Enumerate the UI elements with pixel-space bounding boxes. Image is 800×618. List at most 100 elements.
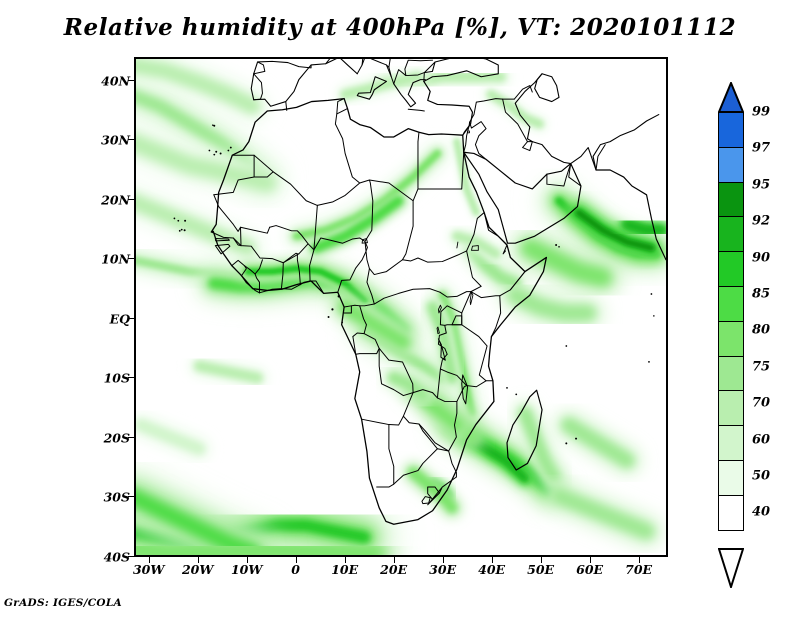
map-outline	[364, 240, 403, 276]
map-outline	[401, 200, 414, 261]
map-outline	[352, 305, 367, 338]
colorbar-band	[718, 181, 744, 218]
map-outline	[250, 59, 358, 107]
island-marker	[575, 437, 578, 440]
island-marker	[227, 149, 230, 152]
map-outline	[401, 250, 468, 263]
colorbar-tick-label: 95	[752, 177, 771, 193]
longitude-label: 60E	[576, 562, 604, 577]
colorbar-tick-label: 90	[752, 250, 771, 266]
map-outline	[343, 303, 375, 308]
map-outline	[466, 250, 482, 293]
map-outline	[352, 336, 357, 355]
longitude-tick	[442, 557, 444, 563]
map-outline	[417, 151, 465, 190]
longitude-label: 50E	[527, 562, 555, 577]
humidity-contour-band	[438, 291, 475, 417]
map-outline	[570, 147, 597, 171]
colorbar-over-arrow	[718, 82, 744, 113]
colorbar-under-arrow	[718, 547, 744, 588]
map-outline	[210, 97, 548, 525]
map-outline	[546, 163, 572, 187]
colorbar-bands	[718, 112, 744, 532]
humidity-contour-band	[340, 71, 423, 100]
colorbar-band	[718, 390, 744, 427]
humidity-contour-band	[293, 149, 441, 240]
island-marker	[180, 228, 183, 231]
map-outline	[213, 176, 255, 196]
map-outline	[437, 332, 448, 355]
latitude-tick	[128, 139, 134, 141]
humidity-contour-band	[244, 265, 368, 305]
map-outline	[316, 179, 370, 206]
colorbar-band	[718, 285, 744, 323]
map-outline	[439, 305, 463, 334]
page-title: Relative humidity at 400hPa [%], VT: 202…	[63, 14, 737, 41]
island-marker	[184, 219, 187, 222]
map-outline	[241, 275, 260, 294]
latitude-tick	[128, 258, 134, 260]
map-outline	[393, 79, 426, 108]
map-outline	[467, 130, 470, 134]
map-outline	[355, 333, 380, 355]
longitude-label: 0	[291, 562, 300, 577]
island-marker	[183, 229, 186, 232]
map-outline	[506, 389, 543, 471]
colorbar-band	[718, 320, 744, 358]
longitude-axis: 30W 20W 10W 0 10E 20E 30E 40E 50E 60E 70E	[133, 562, 668, 582]
longitude-label: 30E	[429, 562, 457, 577]
humidity-contour-band	[453, 138, 480, 217]
humidity-contour-band	[451, 231, 501, 259]
latitude-label: 20N	[101, 192, 130, 208]
colorbar-band	[718, 251, 744, 288]
map-outline	[393, 448, 438, 485]
island-marker	[565, 442, 568, 445]
map-outline	[437, 304, 442, 314]
map-outline	[253, 61, 266, 75]
island-marker	[229, 146, 232, 149]
longitude-tick	[295, 557, 297, 563]
map-outline	[282, 252, 300, 264]
humidity-contour-band	[621, 218, 666, 236]
map-outline	[313, 237, 366, 251]
colorbar-tick-label: 85	[752, 286, 771, 302]
map-outline	[253, 73, 263, 101]
humidity-contour-band	[465, 242, 522, 290]
colorbar-band	[718, 494, 744, 532]
island-marker	[341, 321, 344, 324]
map-outline	[436, 326, 440, 335]
island-marker	[178, 229, 181, 232]
longitude-label: 70E	[625, 562, 653, 577]
longitude-tick	[491, 557, 493, 563]
colorbar-tick-label: 75	[752, 359, 771, 375]
map-outline	[595, 144, 606, 171]
map-outline	[466, 212, 485, 252]
map-outline	[309, 249, 315, 282]
island-marker	[565, 345, 568, 347]
map-outline	[427, 486, 440, 500]
map-outline	[240, 226, 309, 264]
map-outline	[522, 141, 533, 152]
latitude-tick	[128, 436, 134, 438]
latitude-label: EQ	[109, 311, 130, 327]
latitude-tick	[128, 377, 134, 379]
latitude-tick	[128, 79, 134, 81]
colorbar-legend: 40 50 60 70 75 80 85 90 92 95 97 99	[712, 82, 798, 588]
latitude-label: 30S	[103, 489, 130, 505]
map-outline	[513, 85, 533, 100]
colorbar-tick-label: 80	[752, 322, 771, 338]
island-marker	[213, 153, 216, 156]
map-outline	[490, 295, 502, 338]
island-marker	[506, 387, 508, 389]
map-outline	[373, 288, 441, 305]
map-outline	[334, 98, 361, 184]
map-outline	[343, 305, 352, 314]
longitude-tick	[246, 557, 248, 563]
island-marker	[648, 361, 650, 363]
map-outline	[361, 238, 368, 244]
map-outline	[502, 244, 508, 255]
colorbar-band	[718, 425, 744, 462]
humidity-contour-band	[136, 59, 261, 115]
longitude-label: 10E	[331, 562, 359, 577]
map-outline	[253, 154, 318, 206]
